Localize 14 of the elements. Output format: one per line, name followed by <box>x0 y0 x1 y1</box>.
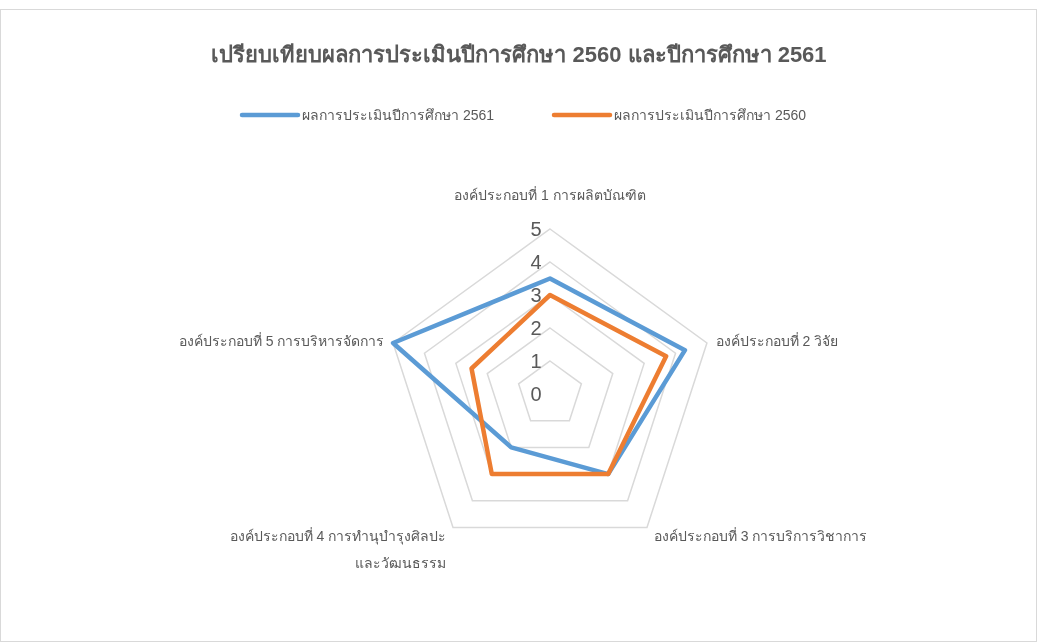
legend-label: ผลการประเมินปีการศึกษา 2560 <box>614 107 807 123</box>
y-tick-label: 4 <box>530 251 542 273</box>
y-tick-label: 0 <box>530 383 542 405</box>
spoke-label: องค์ประกอบที่ 4 การทำนุบำรุงศิลปะ และวัฒนธรรม <box>229 527 447 572</box>
spoke-label: องค์ประกอบที่ 5 การบริหารจัดการ <box>178 332 385 350</box>
y-tick-label: 5 <box>530 218 542 240</box>
spoke-label: องค์ประกอบที่ 1 การผลิตบัณฑิต <box>454 186 646 204</box>
spoke-label: องค์ประกอบที่ 2 วิจัย <box>715 332 839 350</box>
chart-title: เปรียบเทียบผลการประเมินปีการศึกษา 2560 และปีการศึกษา 2561 <box>211 42 827 67</box>
y-tick-label: 2 <box>530 317 542 339</box>
y-tick-label: 1 <box>530 350 542 372</box>
spoke-label: องค์ประกอบที่ 3 การบริการวิชาการ <box>653 527 868 545</box>
legend-label: ผลการประเมินปีการศึกษา 2561 <box>302 107 495 123</box>
y-tick-label: 3 <box>530 284 542 306</box>
